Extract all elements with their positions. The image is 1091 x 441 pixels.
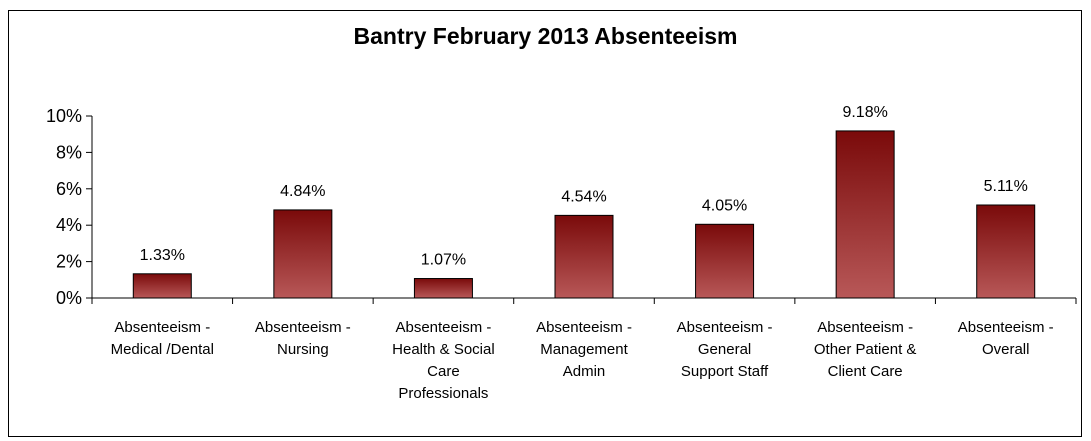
chart-frame: [8, 10, 1082, 437]
x-category-label: Absenteeism -Medical /Dental: [111, 319, 214, 358]
bar: [132, 273, 192, 299]
x-category-label: Absenteeism -Other Patient & Client Care: [814, 319, 917, 380]
x-category-label: Absenteeism -Management Admin: [536, 319, 632, 380]
data-label: 4.05%: [702, 197, 747, 214]
x-category-label: Absenteeism -Nursing: [255, 319, 351, 358]
y-tick-label: 2%: [56, 252, 82, 272]
y-tick-label: 6%: [56, 179, 82, 199]
x-category-label: Absenteeism -General Support Staff: [677, 319, 773, 380]
y-tick-label: 10%: [46, 106, 82, 126]
bar: [554, 214, 614, 299]
y-tick-label: 4%: [56, 215, 82, 235]
data-label: 9.18%: [842, 104, 887, 121]
bar: [413, 278, 473, 299]
x-category-label: Absenteeism -Health & Social Care Professi…: [392, 319, 495, 402]
data-label: 1.07%: [421, 252, 466, 269]
data-label: 5.11%: [984, 178, 1028, 195]
chart-title: Bantry February 2013 Absenteeism: [353, 23, 738, 49]
x-category-label: Absenteeism -Overall: [958, 319, 1054, 358]
bar: [695, 223, 755, 299]
data-label: 4.54%: [561, 188, 606, 205]
bar: [273, 209, 333, 299]
bar: [976, 204, 1036, 299]
data-label: 4.84%: [280, 183, 325, 200]
y-tick-label: 0%: [56, 288, 82, 308]
y-tick-label: 8%: [56, 142, 82, 162]
data-label: 1.33%: [140, 247, 185, 264]
bar: [835, 130, 895, 299]
